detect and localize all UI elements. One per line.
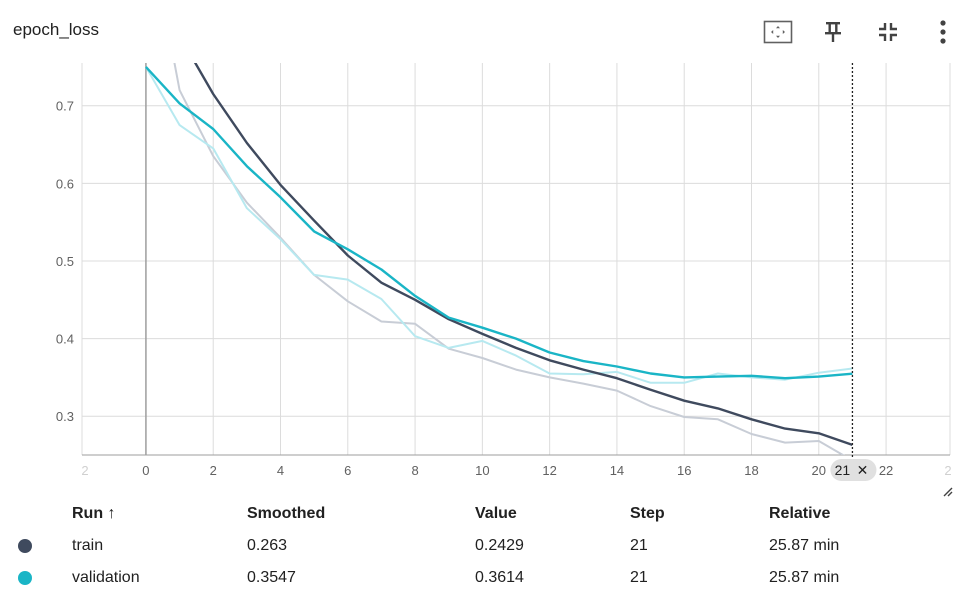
run-column-header[interactable]: Run ↑ (72, 505, 116, 522)
series-line-validation-raw[interactable] (145, 66, 853, 384)
resize-handle-icon[interactable] (940, 484, 954, 498)
x-tick-label: 12 (542, 463, 556, 478)
smoothed-value: 0.3547 (247, 569, 296, 586)
table-header-row: Run ↑ Smoothed Value Step Relative (10, 498, 969, 530)
y-tick-label: 0.3 (56, 409, 74, 424)
raw-value: 0.3614 (475, 569, 524, 586)
y-tick-label: 0.7 (56, 99, 74, 114)
collapse-icon (879, 23, 897, 41)
x-tick-label: 4 (277, 463, 284, 478)
step-value: 21 (630, 569, 648, 586)
more-options-button[interactable] (927, 16, 959, 48)
fit-domain-button[interactable] (762, 16, 794, 48)
smoothed-column-header[interactable]: Smoothed (247, 505, 326, 522)
pin-button[interactable] (817, 16, 849, 48)
chart-grid (81, 63, 951, 455)
chart-series (145, 0, 853, 461)
y-tick-label: 0.4 (56, 332, 74, 347)
run-name: validation (72, 569, 140, 586)
run-color-dot (18, 538, 32, 553)
hover-step-badge-bg (830, 459, 877, 481)
close-icon[interactable]: ✕ (857, 462, 869, 478)
raw-value: 0.2429 (475, 537, 524, 554)
series-line-train-raw[interactable] (146, 0, 853, 461)
x-tick-label: 22 (879, 463, 893, 478)
relative-column-header[interactable]: Relative (769, 505, 831, 522)
x-tick-edge-label: 2 (81, 463, 88, 478)
table-row-train[interactable]: train 0.263 0.2429 21 25.87 min (10, 530, 969, 562)
x-tick-label: 16 (677, 463, 691, 478)
x-tick-label: 0 (142, 463, 149, 478)
collapse-button[interactable] (872, 16, 904, 48)
series-line-validation-smoothed[interactable] (145, 66, 853, 380)
table-row-validation[interactable]: validation 0.3547 0.3614 21 25.87 min (10, 562, 969, 594)
x-tick-label: 14 (610, 463, 624, 478)
run-name: train (72, 537, 104, 554)
x-tick-label: 2 (210, 463, 217, 478)
step-value: 21 (630, 537, 648, 554)
series-line-train-smoothed[interactable] (146, 0, 853, 447)
line-chart[interactable]: 0 2 4 6 8 10 12 14 16 18 20 222 20.30.40.50.60.7 21 … (0, 0, 973, 495)
chart-ticks: 0 2 4 6 8 10 12 14 16 18 20 222 20.30.40.50.60.7 (56, 99, 952, 478)
hover-step-badge[interactable]: 21 ✕ (830, 459, 877, 481)
more-vert-icon (940, 20, 946, 44)
smoothed-value: 0.263 (247, 537, 288, 554)
relative-time: 25.87 min (769, 569, 840, 586)
step-column-header[interactable]: Step (630, 505, 665, 522)
hover-step-label: 21 (835, 462, 851, 478)
x-tick-label: 20 (812, 463, 826, 478)
relative-time: 25.87 min (769, 537, 840, 554)
chart-title: epoch_loss (13, 20, 100, 39)
x-tick-label: 6 (344, 463, 351, 478)
pin-icon (825, 22, 841, 42)
fit-domain-icon (763, 20, 793, 44)
x-tick-label: 10 (475, 463, 489, 478)
y-tick-label: 0.6 (56, 176, 74, 191)
x-tick-label: 8 (411, 463, 418, 478)
run-color-dot (18, 570, 32, 585)
y-tick-label: 0.5 (56, 254, 74, 269)
x-tick-label: 18 (744, 463, 758, 478)
runs-table: Run ↑ Smoothed Value Step Relative train… (10, 498, 969, 594)
x-tick-edge-label: 2 (944, 463, 951, 478)
value-column-header[interactable]: Value (475, 505, 517, 522)
